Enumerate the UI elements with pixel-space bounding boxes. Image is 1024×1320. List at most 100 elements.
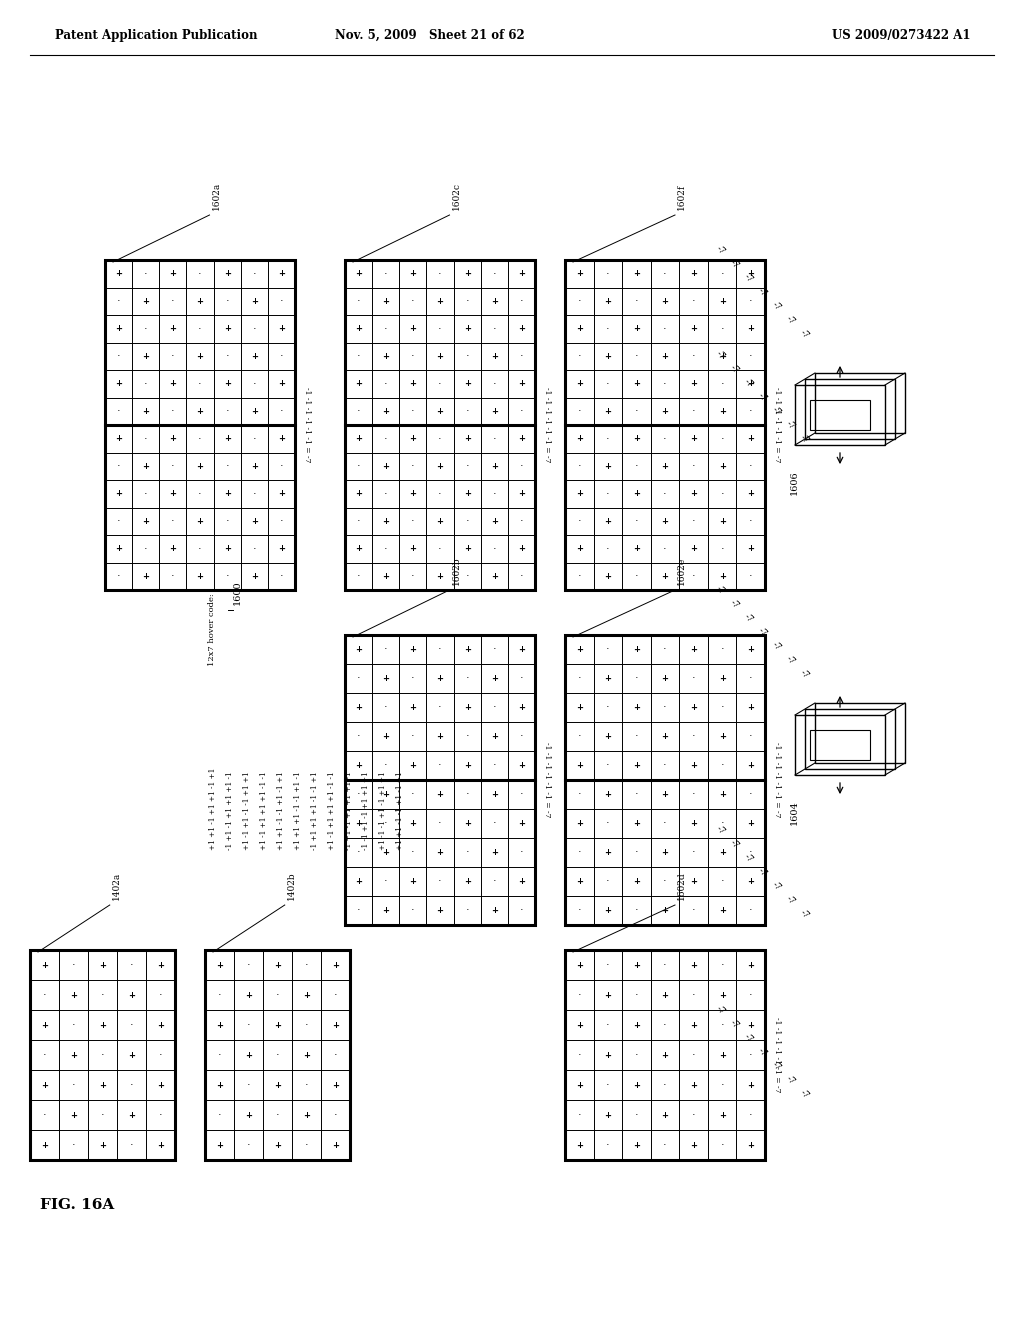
Text: +: + [518,434,525,444]
Text: +: + [216,1081,223,1089]
Text: ·: · [384,818,387,829]
Text: ·: · [117,572,121,581]
Text: +: + [355,269,362,279]
Text: +: + [382,297,389,306]
Text: +1 -1 +1 +1 +1 -1 -1: +1 -1 +1 +1 +1 -1 -1 [260,771,268,850]
Text: +: + [382,789,389,799]
Text: +: + [604,407,611,416]
Text: -7: -7 [756,391,768,404]
Text: ·: · [253,269,256,279]
Text: ·: · [720,379,724,389]
Text: +: + [332,1020,339,1030]
Text: ·: · [606,1020,609,1030]
Text: 1602f: 1602f [677,183,686,210]
Text: ·: · [411,572,415,581]
Text: +: + [464,704,471,711]
Text: ·: · [130,960,133,970]
Text: ·: · [356,516,360,527]
Text: +: + [633,762,640,770]
Text: ·: · [275,990,280,1001]
Text: -7: -7 [798,668,810,680]
Text: +: + [633,1081,640,1089]
Text: +: + [332,1081,339,1089]
Text: -7: -7 [714,824,726,837]
Text: ·: · [635,296,638,306]
Text: ·: · [692,461,695,471]
Text: +: + [633,325,640,333]
Text: ·: · [635,572,638,581]
Text: ·: · [438,379,441,389]
Text: ·: · [144,544,147,554]
Text: +: + [355,490,362,498]
Text: +: + [436,297,443,306]
Text: ·: · [225,572,229,581]
Text: ·: · [493,323,496,334]
Text: +: + [690,434,697,444]
Text: ·: · [100,1049,104,1060]
Text: +: + [690,645,697,653]
Text: +: + [99,1020,106,1030]
Text: +: + [575,704,583,711]
Text: ·: · [664,760,667,771]
Text: +: + [169,490,176,498]
Text: +: + [748,762,755,770]
Text: +: + [128,1110,135,1119]
Text: ·: · [465,731,469,742]
Text: ·: · [749,572,753,581]
Text: ·: · [692,731,695,742]
Text: ·: · [635,1049,638,1060]
Text: +: + [41,1081,48,1089]
Text: ·: · [280,351,284,362]
Text: ·: · [356,296,360,306]
Text: +: + [575,434,583,444]
Text: ·: · [411,906,415,916]
Text: ·: · [144,269,147,279]
Text: 1602c: 1602c [452,182,461,210]
Text: +: + [41,1020,48,1030]
Text: +: + [197,297,204,306]
Text: +: + [575,818,583,828]
Bar [30,950,175,1160]
Text: +: + [662,297,669,306]
Text: ·: · [578,990,581,1001]
Text: 1402b: 1402b [287,871,296,900]
Text: +: + [604,516,611,525]
Text: 1604: 1604 [790,800,799,825]
Text: ·: · [578,1049,581,1060]
Text: ·: · [384,269,387,279]
Text: ·: · [171,572,175,581]
Text: ·: · [334,1110,337,1119]
Text: +: + [662,906,669,915]
Text: +: + [41,1140,48,1150]
Text: +: + [633,1140,640,1150]
Text: ·: · [606,434,609,444]
Text: ·: · [171,351,175,362]
Text: ·: · [199,488,202,499]
Text: ·: · [384,644,387,655]
Text: ·: · [117,461,121,471]
Text: +: + [274,1140,281,1150]
Text: +: + [278,379,285,388]
Text: +: + [490,847,498,857]
Text: +: + [278,434,285,444]
Text: ·: · [493,876,496,887]
Text: +: + [303,1051,310,1060]
Text: ·: · [465,847,469,858]
Text: +: + [197,407,204,416]
Text: +: + [748,379,755,388]
Text: +: + [410,269,417,279]
Text: +: + [748,544,755,553]
Text: +: + [355,379,362,388]
Text: +: + [490,351,498,360]
Text: +: + [690,269,697,279]
Text: US 2009/0273422 A1: US 2009/0273422 A1 [831,29,970,41]
Text: ·: · [384,488,387,499]
Text: ·: · [749,847,753,858]
Text: +: + [719,675,726,682]
Text: +: + [142,462,150,471]
Text: ·: · [171,516,175,527]
Text: ·: · [749,351,753,362]
Text: ·: · [411,351,415,362]
Text: -7: -7 [728,598,740,610]
Text: ·: · [438,876,441,887]
